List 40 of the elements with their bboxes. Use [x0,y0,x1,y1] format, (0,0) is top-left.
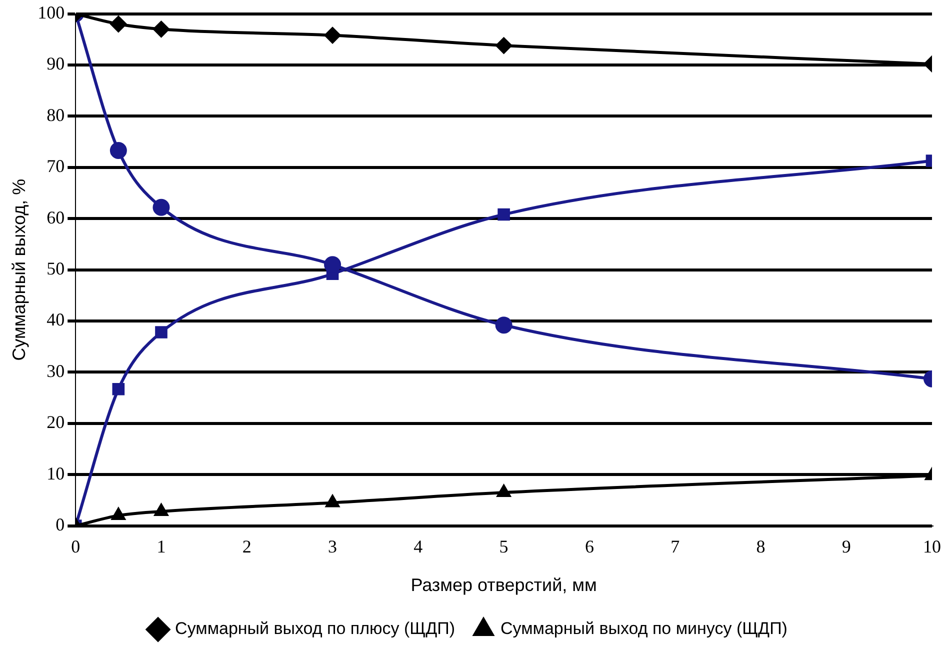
x-tick-label: 9 [842,536,851,556]
point [112,382,125,396]
x-tick-label: 7 [670,536,680,556]
point [152,198,170,216]
point [110,507,126,520]
point [324,26,342,44]
y-tick-label: 80 [46,104,65,125]
point [498,208,510,221]
y-tick-label: 50 [46,258,65,279]
x-tick-label: 2 [242,536,252,556]
x-tick-label: 10 [923,536,941,556]
point [152,20,170,38]
y-tick-label: 30 [46,360,65,381]
x-tick-label: 8 [756,536,766,556]
point [496,484,512,498]
x-axis-title: Размер отверстий, мм [410,575,597,596]
x-tick-label: 5 [499,536,508,556]
y-tick-label: 60 [46,207,65,228]
y-axis-title: Суммарный выход, % [8,178,29,361]
y-tick-label: 70 [46,156,65,176]
point [325,494,340,508]
x-tick-label: 6 [584,536,594,556]
point [110,142,127,160]
y-tick-label: 90 [46,54,65,74]
legend-label: Суммарный выход по минусу (ЩДП) [500,619,788,638]
x-tick-label: 1 [156,536,166,556]
point [495,37,512,54]
x-tick-label: 0 [71,536,80,556]
point [110,16,127,33]
point [154,502,169,516]
y-tick-label: 40 [46,310,65,330]
y-tick-label: 20 [46,412,65,432]
x-tick-label: 4 [414,536,423,556]
x-tick-label: 3 [328,536,338,556]
y-tick-label: 10 [46,463,65,484]
y-tick-label: 100 [38,2,65,23]
point [495,316,512,334]
legend-label: Суммарный выход по плюсу (ЩДП) [175,619,455,638]
y-tick-label: 0 [56,514,65,535]
point [155,326,168,338]
